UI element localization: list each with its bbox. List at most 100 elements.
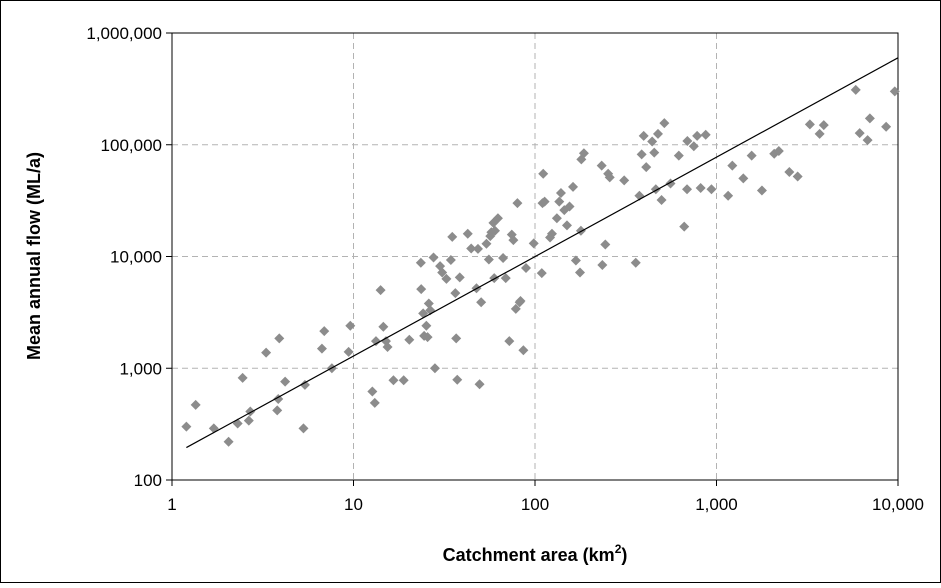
data-point	[451, 333, 462, 344]
data-point	[706, 184, 717, 195]
trendline	[186, 57, 899, 449]
data-point	[638, 130, 649, 141]
data-point	[538, 168, 549, 179]
data-point	[476, 297, 487, 308]
data-point	[429, 363, 440, 374]
data-point	[510, 303, 521, 314]
x-tick-label: 10	[344, 495, 363, 514]
data-point	[274, 333, 285, 344]
data-point	[854, 128, 865, 139]
data-point	[423, 298, 434, 309]
data-point	[367, 386, 378, 397]
data-point	[498, 252, 509, 263]
data-point	[481, 238, 492, 249]
data-point	[299, 379, 310, 390]
data-point	[316, 343, 327, 354]
data-point	[462, 228, 473, 239]
data-point	[416, 284, 427, 295]
data-point	[441, 273, 452, 284]
data-point	[345, 320, 356, 331]
x-tick-label: 1,000	[695, 495, 738, 514]
data-point	[378, 321, 389, 332]
y-tick-label: 1,000,000	[86, 24, 162, 43]
data-point	[382, 341, 393, 352]
data-point	[700, 129, 711, 140]
data-point	[723, 190, 734, 201]
data-point	[864, 113, 875, 124]
data-point	[804, 119, 815, 130]
data-point	[272, 405, 283, 416]
data-point	[343, 346, 354, 357]
data-point	[512, 198, 523, 209]
data-point	[641, 162, 652, 173]
data-point	[692, 130, 703, 141]
data-point	[756, 185, 767, 196]
data-point	[508, 235, 519, 246]
trendline-layer	[186, 57, 899, 449]
data-point	[604, 172, 615, 183]
data-point	[466, 243, 477, 254]
data-point	[319, 326, 330, 337]
data-point	[454, 272, 465, 283]
data-point	[656, 195, 667, 206]
data-point	[515, 295, 526, 306]
data-point	[881, 121, 892, 132]
data-point	[682, 136, 693, 147]
data-point	[370, 336, 381, 347]
data-point	[688, 141, 699, 152]
data-point	[647, 136, 658, 147]
data-point	[850, 84, 861, 95]
data-point	[889, 86, 900, 97]
data-point	[437, 267, 448, 278]
data-point	[596, 160, 607, 171]
data-point	[190, 399, 201, 410]
x-tick-label: 100	[521, 495, 549, 514]
y-tick-label: 1,000	[119, 359, 162, 378]
data-point	[369, 397, 380, 408]
data-point	[555, 188, 566, 199]
data-point	[489, 225, 500, 236]
data-point	[450, 288, 461, 299]
data-point	[546, 228, 557, 239]
data-point	[504, 336, 515, 347]
data-point	[421, 320, 432, 331]
y-tick-label: 10,000	[110, 248, 162, 267]
data-point	[492, 213, 503, 224]
data-point	[520, 262, 531, 273]
data-point	[445, 255, 456, 266]
data-point	[784, 167, 795, 178]
data-point	[597, 259, 608, 270]
data-point	[682, 184, 693, 195]
data-points	[181, 84, 900, 447]
data-point	[818, 120, 829, 131]
data-point	[554, 196, 565, 207]
data-point	[388, 375, 399, 386]
data-point	[814, 128, 825, 139]
data-point	[536, 268, 547, 279]
data-point	[243, 415, 254, 426]
data-point	[695, 183, 706, 194]
data-point	[447, 231, 458, 242]
data-point	[261, 347, 272, 358]
data-point	[298, 423, 309, 434]
data-point	[428, 252, 439, 263]
data-point	[570, 255, 581, 266]
data-point	[773, 145, 784, 156]
data-point	[237, 372, 248, 383]
data-point	[578, 148, 589, 159]
data-point	[223, 436, 234, 447]
data-point	[415, 257, 426, 268]
data-point	[792, 171, 803, 182]
x-tick-label: 1	[167, 495, 176, 514]
data-point	[539, 196, 550, 207]
data-point	[500, 273, 511, 284]
data-point	[636, 149, 647, 160]
data-point	[652, 128, 663, 139]
data-point	[564, 201, 575, 212]
data-point	[561, 220, 572, 231]
y-tick-label: 100	[134, 471, 162, 490]
x-axis-title: Catchment area (km2)	[443, 542, 628, 565]
data-point	[600, 239, 611, 250]
